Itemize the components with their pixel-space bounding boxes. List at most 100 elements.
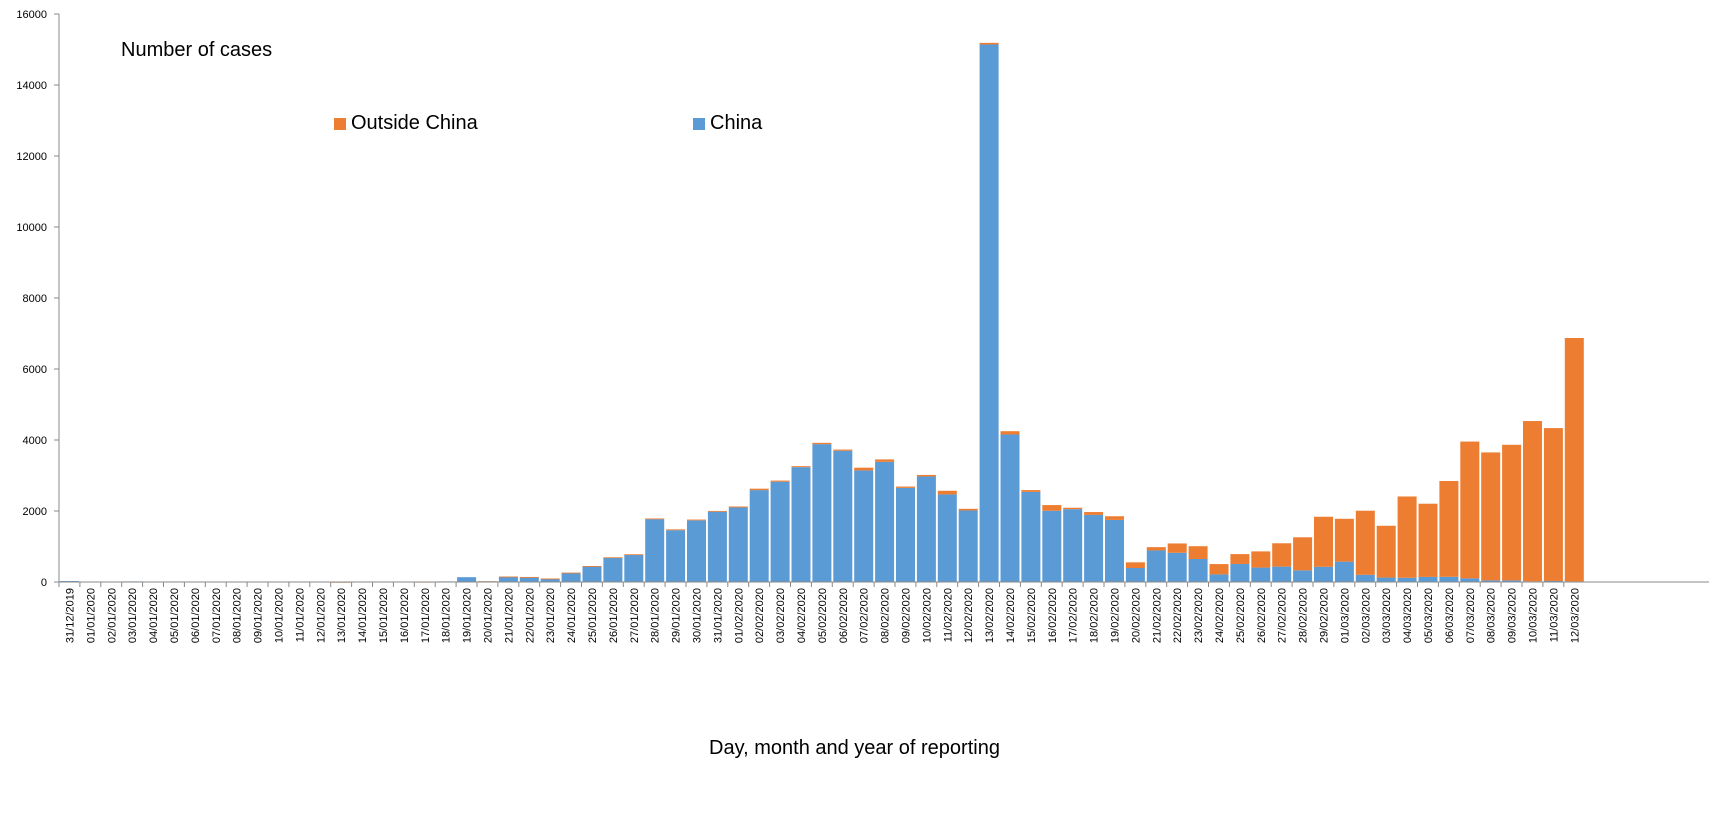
bar-outside-china	[1543, 428, 1563, 581]
bar-outside-china	[1523, 421, 1542, 582]
bar-outside-china	[1460, 441, 1480, 579]
bar-china	[1209, 574, 1229, 582]
legend-label-outside-china: Outside China	[351, 112, 478, 134]
bar-china	[1355, 574, 1375, 582]
bar-china	[1293, 570, 1313, 582]
outside-china-swatch	[334, 117, 346, 130]
y-tick-label: 2000	[23, 506, 47, 518]
bar-china	[1021, 491, 1041, 582]
x-tick-label: 01/02/2020	[733, 588, 745, 643]
bar-china	[937, 494, 957, 582]
bar-china	[1439, 576, 1459, 582]
x-tick-label: 18/01/2020	[441, 588, 453, 643]
bar-china	[1188, 558, 1208, 582]
x-tick-label: 24/01/2020	[566, 588, 578, 643]
china-swatch	[693, 117, 705, 130]
x-tick-label: 29/01/2020	[671, 588, 683, 643]
x-tick-label: 19/01/2020	[462, 588, 474, 643]
bar-outside-china	[1000, 431, 1020, 435]
bar-china	[498, 576, 518, 582]
bar-china	[749, 490, 769, 582]
bar-china	[1272, 566, 1292, 582]
bar-outside-china	[1125, 562, 1145, 569]
bar-outside-china	[1314, 516, 1333, 567]
x-tick-label: 21/01/2020	[503, 588, 515, 643]
x-tick-label: 26/02/2020	[1256, 588, 1268, 643]
bar-outside-china	[833, 449, 853, 451]
legend-label-china: China	[710, 112, 763, 134]
x-tick-label: 12/02/2020	[963, 588, 975, 643]
bar-china	[1146, 550, 1166, 582]
bar-china	[1502, 580, 1522, 582]
x-tick-label: 25/02/2020	[1235, 588, 1247, 643]
bar-china	[1063, 509, 1083, 582]
x-tick-label: 17/01/2020	[420, 588, 432, 643]
bar-china	[958, 510, 978, 582]
bar-china	[687, 520, 706, 582]
legend-item-outside-china: Outside China	[334, 112, 478, 135]
x-tick-label: 31/12/2019	[65, 588, 77, 643]
bar-outside-china	[1042, 505, 1062, 511]
x-tick-label: 16/01/2020	[399, 588, 411, 643]
bar-outside-china	[1334, 518, 1354, 562]
bar-china	[1167, 552, 1187, 582]
bar-china	[1460, 578, 1480, 582]
bar-outside-china	[1272, 543, 1292, 567]
bar-china	[1314, 566, 1333, 582]
x-tick-label: 18/02/2020	[1089, 588, 1101, 643]
bar-outside-china	[1251, 551, 1271, 568]
bar-outside-china	[791, 466, 811, 468]
bar-china	[645, 519, 665, 582]
bar-outside-china	[1355, 510, 1375, 575]
x-tick-label: 10/03/2020	[1528, 588, 1540, 643]
bar-china	[1251, 567, 1271, 582]
bar-china	[1397, 577, 1417, 582]
x-tick-label: 22/01/2020	[524, 588, 536, 643]
y-tick-label: 10000	[16, 222, 47, 234]
x-axis: 31/12/2019 01/01/2020 02/01/2020 03/01/2020…	[58, 581, 1709, 643]
x-tick-label: 08/01/2020	[232, 588, 244, 643]
x-tick-label: 14/02/2020	[1005, 588, 1017, 643]
x-tick-label: 08/02/2020	[880, 588, 892, 643]
bar-outside-china	[540, 578, 560, 580]
bar-outside-china	[1063, 507, 1083, 510]
x-tick-label: 26/01/2020	[608, 588, 620, 643]
x-tick-label: 09/02/2020	[901, 588, 913, 643]
bar-outside-china	[958, 508, 978, 511]
x-tick-label: 01/01/2020	[85, 588, 97, 643]
x-tick-label: 06/01/2020	[190, 588, 202, 643]
bar-outside-china	[1021, 490, 1041, 492]
x-tick-label: 16/02/2020	[1047, 588, 1059, 643]
bar-china	[1376, 577, 1396, 582]
bar-outside-china	[666, 529, 686, 531]
bar-outside-china	[1293, 537, 1313, 571]
x-tick-label: 27/02/2020	[1277, 588, 1289, 643]
x-tick-label: 02/01/2020	[106, 588, 118, 643]
x-tick-label: 23/02/2020	[1193, 588, 1205, 643]
x-tick-label: 13/01/2020	[336, 588, 348, 643]
x-tick-label: 30/01/2020	[692, 588, 704, 643]
bar-outside-china	[624, 554, 644, 556]
y-axis-note: Number of cases	[121, 39, 273, 61]
bar-china	[1230, 563, 1250, 582]
bar-outside-china	[582, 566, 602, 567]
bar-china	[1125, 568, 1145, 582]
bar-china	[979, 44, 999, 582]
x-tick-label: 09/03/2020	[1507, 588, 1519, 643]
bar-outside-china	[1397, 496, 1417, 578]
x-tick-label: 15/01/2020	[378, 588, 390, 643]
bar-china	[1481, 580, 1501, 582]
x-tick-label: 07/01/2020	[211, 588, 223, 643]
bar-outside-china	[1105, 516, 1124, 520]
x-tick-label: 11/03/2020	[1548, 588, 1560, 642]
bar-china	[540, 578, 560, 582]
bar-outside-china	[1564, 337, 1584, 582]
bar-china	[457, 577, 477, 582]
x-tick-label: 12/01/2020	[315, 588, 327, 643]
bar-outside-china	[1146, 547, 1166, 551]
x-tick-label: 04/01/2020	[148, 588, 160, 643]
x-tick-label: 27/01/2020	[629, 588, 641, 643]
x-tick-label: 17/02/2020	[1068, 588, 1080, 643]
x-tick-label: 02/03/2020	[1360, 588, 1372, 643]
